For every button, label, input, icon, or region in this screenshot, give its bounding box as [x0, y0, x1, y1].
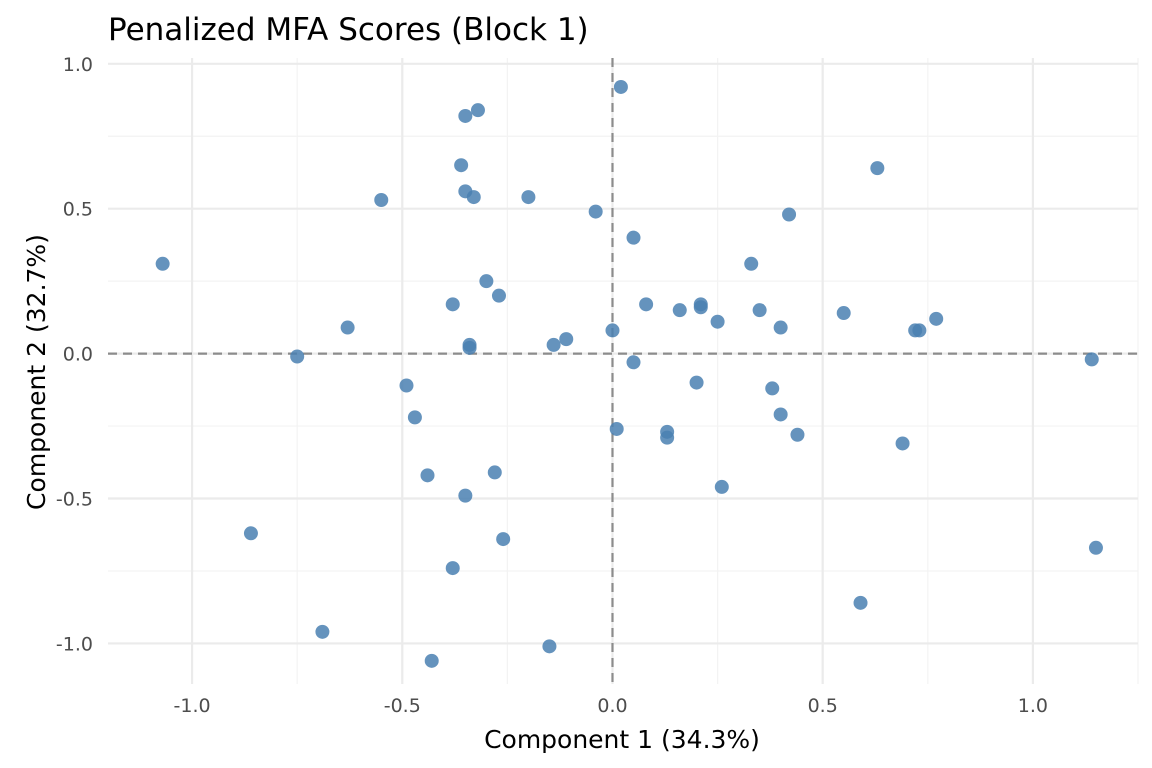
- x-tick-label: 0.0: [597, 695, 627, 717]
- data-point: [399, 378, 414, 393]
- data-point: [1084, 352, 1099, 367]
- data-point: [773, 407, 788, 422]
- data-point: [470, 103, 485, 118]
- data-point: [895, 436, 910, 451]
- data-point: [466, 190, 481, 205]
- y-tick-label: 0.5: [63, 199, 93, 221]
- data-point: [479, 274, 494, 289]
- data-point: [689, 375, 704, 390]
- x-tick-label: -0.5: [384, 695, 421, 717]
- reference-lines: [108, 58, 1138, 684]
- data-point: [605, 323, 620, 338]
- data-point: [790, 427, 805, 442]
- data-point: [853, 595, 868, 610]
- x-tick-label: 1.0: [1018, 695, 1048, 717]
- data-point: [782, 207, 797, 222]
- data-point: [609, 421, 624, 436]
- data-point: [710, 314, 725, 329]
- y-tick-label: -1.0: [56, 633, 93, 655]
- data-point: [626, 230, 641, 245]
- data-point: [445, 297, 460, 312]
- data-point: [714, 479, 729, 494]
- data-point: [1088, 540, 1103, 555]
- data-point: [613, 79, 628, 94]
- data-point: [765, 381, 780, 396]
- data-point: [462, 340, 477, 355]
- data-point: [744, 256, 759, 271]
- data-point: [588, 204, 603, 219]
- data-point: [929, 311, 944, 326]
- data-point: [290, 349, 305, 364]
- data-point: [458, 488, 473, 503]
- data-points: [155, 79, 1103, 668]
- data-point: [445, 561, 460, 576]
- data-point: [752, 303, 767, 318]
- data-point: [491, 288, 506, 303]
- data-point: [424, 653, 439, 668]
- data-point: [315, 624, 330, 639]
- y-tick-label: 0.0: [63, 344, 93, 366]
- data-point: [912, 323, 927, 338]
- data-point: [870, 161, 885, 176]
- y-axis-ticks: -1.0 -0.5 0.0 0.5 1.0: [56, 54, 93, 656]
- data-point: [496, 532, 511, 547]
- data-point: [559, 332, 574, 347]
- data-point: [454, 158, 469, 173]
- x-axis-ticks: -1.0 -0.5 0.0 0.5 1.0: [174, 695, 1048, 717]
- x-tick-label: -1.0: [174, 695, 211, 717]
- data-point: [407, 410, 422, 425]
- data-point: [487, 465, 502, 480]
- data-point: [660, 430, 675, 445]
- data-point: [420, 468, 435, 483]
- data-point: [340, 320, 355, 335]
- y-tick-label: 1.0: [63, 54, 93, 76]
- data-point: [836, 306, 851, 321]
- data-point: [773, 320, 788, 335]
- chart-title: Penalized MFA Scores (Block 1): [108, 12, 589, 48]
- data-point: [243, 526, 258, 541]
- data-point: [639, 297, 654, 312]
- data-point: [693, 300, 708, 315]
- grid: [108, 58, 1139, 684]
- y-tick-label: -0.5: [56, 489, 93, 511]
- y-axis-label: Component 2 (32.7%): [22, 234, 51, 510]
- data-point: [155, 256, 170, 271]
- data-point: [458, 108, 473, 123]
- x-tick-label: 0.5: [808, 695, 838, 717]
- data-point: [626, 355, 641, 370]
- data-point: [521, 190, 536, 205]
- data-point: [374, 193, 389, 208]
- data-point: [546, 337, 561, 352]
- data-point: [672, 303, 687, 318]
- x-axis-label: Component 1 (34.3%): [484, 725, 760, 754]
- data-point: [542, 639, 557, 654]
